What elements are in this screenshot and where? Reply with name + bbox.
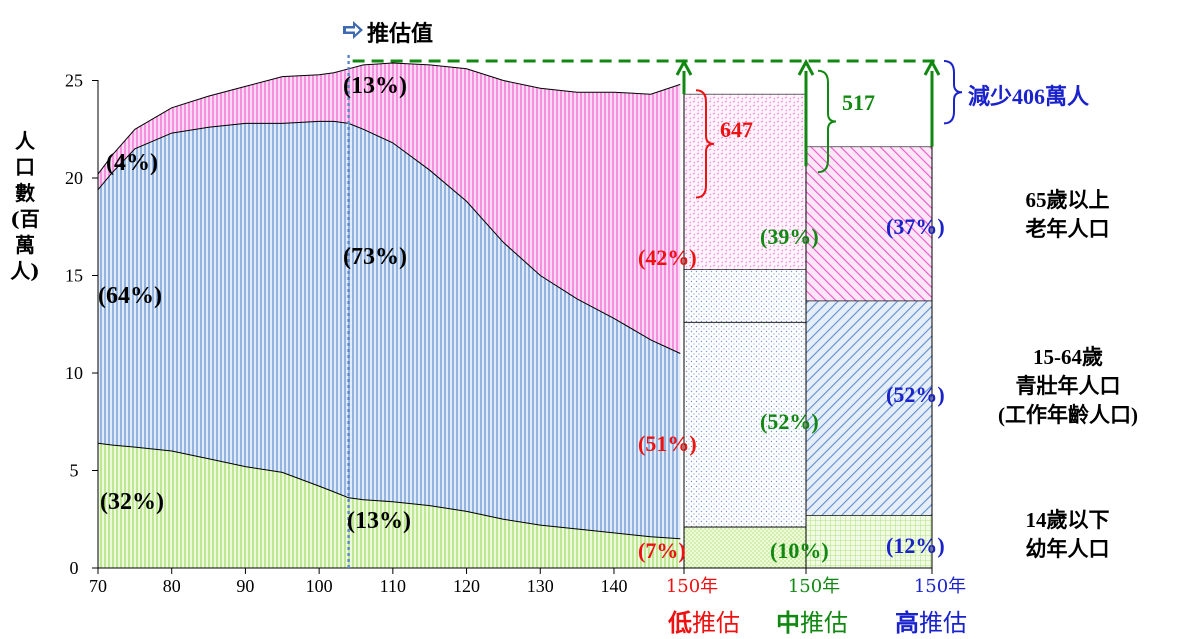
x-tick-label: 140 [600, 576, 627, 596]
boundary-line [97, 120, 681, 354]
share-label: (39%) [760, 224, 819, 249]
y-title-char: 數 [15, 181, 35, 205]
elderly-area [98, 63, 681, 354]
scenario-mid-label: 中推估 [776, 603, 848, 638]
brace-high [943, 60, 963, 125]
y-title-char: (百 [10, 207, 40, 231]
arrow-right-icon [343, 21, 363, 39]
scenario-year-label: 150年 [788, 576, 840, 597]
high-scenario-bar-elderly [805, 146, 933, 302]
legend-elderly-name: 老年人口 [1025, 217, 1110, 241]
legend-working-name: 青壯年人口 [1015, 374, 1121, 398]
share-label: (52%) [760, 409, 819, 434]
share-label: (51%) [638, 431, 697, 456]
share-label: (73%) [343, 244, 407, 270]
legend-working-note: (工作年齡人口) [998, 403, 1138, 427]
y-axis-title: 人 口 數 (百 萬 人) [10, 128, 40, 284]
legend-young: 14歲以下 幼年人口 [985, 506, 1150, 564]
decline-low-label: 647 [720, 117, 753, 142]
scenario-high-label: 高推估 [895, 603, 967, 638]
legend-working: 15-64歲 青壯年人口 (工作年齡人口) [957, 343, 1179, 430]
share-label: (64%) [98, 283, 162, 309]
scenario-year-label: 150年 [914, 576, 966, 597]
x-tick-label: 80 [163, 576, 181, 596]
share-label: (42%) [638, 245, 697, 270]
y-tick-label: 5 [70, 461, 79, 481]
y-title-char: 人 [15, 129, 35, 153]
low-scenario-bar-elderly [683, 93, 807, 270]
arrow-up-icon [675, 58, 693, 76]
projection-label: 推估值 [367, 22, 434, 47]
x-tick-label: 100 [306, 576, 333, 596]
y-title-char: 萬 [15, 233, 35, 257]
scenario-high-tail: 推估 [919, 609, 967, 637]
y-tick-label: 0 [70, 558, 79, 578]
legend-working-age: 15-64歲 [1033, 345, 1103, 369]
decline-high-label: 減少406萬人 [968, 84, 1089, 109]
y-tick-label: 10 [65, 363, 83, 383]
scenario-low-label: 低推估 [668, 603, 740, 638]
arrow-up-icon [797, 58, 815, 76]
young-area [98, 443, 681, 568]
share-label: (10%) [770, 538, 829, 563]
share-label: (7%) [638, 538, 686, 563]
share-label: (32%) [100, 489, 164, 515]
low-scenario-bar-working [683, 269, 807, 528]
legend-young-age: 14歲以下 [1025, 508, 1110, 532]
legend-young-name: 幼年人口 [1025, 537, 1110, 561]
y-tick-label: 15 [65, 266, 83, 286]
x-tick-label: 70 [89, 576, 107, 596]
x-tick-label: 110 [380, 576, 406, 596]
x-tick-label: 130 [527, 576, 554, 596]
working-area [98, 121, 681, 539]
share-label: (13%) [343, 73, 407, 99]
share-label: (52%) [886, 382, 945, 407]
scenario-low-head: 低 [668, 609, 692, 637]
boundary-line [97, 442, 681, 540]
share-label: (12%) [886, 533, 945, 558]
share-label: (4%) [106, 150, 158, 176]
boundary-line [97, 62, 681, 175]
legend-elderly-age: 65歲以上 [1025, 188, 1110, 212]
decline-mid-label: 517 [842, 90, 875, 115]
y-tick-label: 20 [65, 168, 83, 188]
high-scenario-bar-working [805, 300, 933, 516]
y-title-char: 口 [15, 155, 35, 179]
x-tick-label: 90 [236, 576, 254, 596]
share-label: (37%) [886, 214, 945, 239]
scenario-year-label: 150年 [666, 576, 718, 597]
scenario-high-head: 高 [895, 609, 919, 637]
y-title-char: 人) [10, 259, 40, 283]
share-label: (13%) [347, 508, 411, 534]
legend-elderly: 65歲以上 老年人口 [985, 186, 1150, 244]
brace-low [695, 89, 715, 199]
y-tick-label: 25 [65, 71, 83, 91]
scenario-low-tail: 推估 [692, 609, 740, 637]
brace-mid [817, 69, 837, 174]
scenario-mid-tail: 推估 [800, 609, 848, 637]
arrow-up-icon [923, 58, 941, 76]
scenario-mid-head: 中 [776, 609, 800, 637]
x-tick-label: 120 [453, 576, 480, 596]
